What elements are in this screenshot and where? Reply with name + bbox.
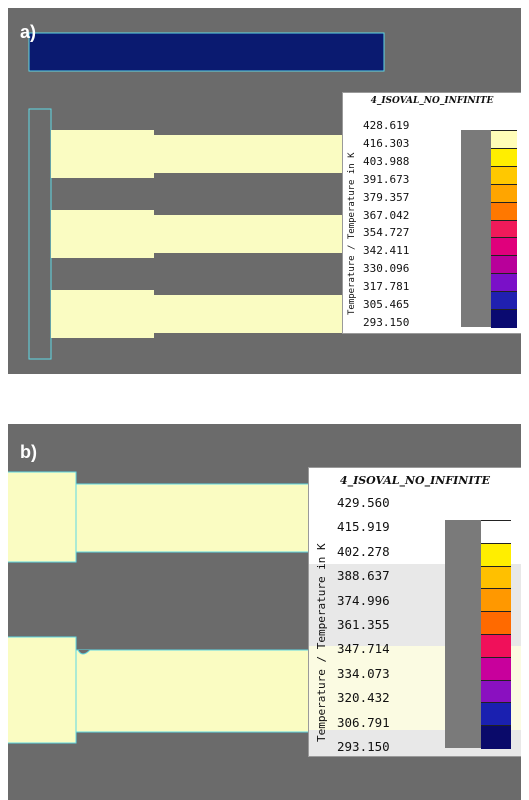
legend-value: 330.096 [363,262,410,276]
fin-1 [51,130,384,178]
legend-swatch [491,237,517,257]
legend-swatch [491,201,517,221]
panel-label: a) [20,22,37,42]
legend-swatch [491,309,517,328]
legend-value: 293.150 [363,315,410,329]
panel-b: b) 4_ISOVAL_NO_INFINITE Temperature / Te… [8,424,521,800]
legend-value: 379.357 [363,190,410,204]
panel-a: a) 4_ISOVAL_NO_INFINITE Temperature / Te… [8,8,521,374]
legend-title: 4_ISOVAL_NO_INFINITE [370,96,494,106]
legend-title: 4_ISOVAL_NO_INFINITE [339,474,491,487]
legend-swatch [491,291,517,311]
legend-swatch [481,679,511,704]
legend-value: 347.714 [337,641,390,657]
legend-swatch [481,656,511,681]
mount-plate [28,108,52,360]
legend-value: 320.432 [337,690,390,706]
legend-swatch [481,634,511,658]
legend-value: 367.042 [363,208,410,222]
legend-value: 374.996 [337,592,390,608]
legend-swatch [491,130,517,149]
legend-swatch [491,165,517,185]
legend-swatch [481,588,511,613]
legend-value: 391.673 [363,172,410,186]
legend-swatch [481,520,511,544]
fin-2 [51,210,384,258]
legend-value: 388.637 [337,568,390,584]
legend-bar-shadow [445,520,481,748]
legend-axis-label: Temperature / Temperature in K [347,152,357,315]
legend-value: 361.355 [337,617,390,632]
legend-swatch [491,255,517,275]
legend-value: 403.988 [363,154,410,168]
legend-value: 429.560 [337,495,390,510]
legend-value: 306.791 [337,714,390,730]
legend-axis-label: Temperature / Temperature in K [315,543,328,742]
legend-swatch [491,183,517,203]
legend-swatch [481,542,511,567]
panel-label: b) [20,442,37,462]
legend-color-bar [445,520,511,749]
legend-value: 428.619 [363,119,410,132]
legend-value: 342.411 [363,244,410,258]
legend-value: 402.278 [337,543,390,559]
legend-swatch [481,611,511,635]
legend-value: 293.150 [337,739,390,754]
legend-color-bar [461,130,517,328]
legend-value: 416.303 [363,136,410,150]
legend-swatch [491,273,517,293]
legend-swatch [481,725,511,749]
legend-swatch [491,147,517,167]
legend-swatch [481,565,511,590]
legend-value: 415.919 [337,519,390,535]
legend-value: 305.465 [363,298,410,311]
legend-swatch [481,702,511,727]
fin-3 [51,290,384,338]
legend-swatch [491,219,517,239]
legend-value: 354.727 [363,226,410,240]
legend: 4_ISOVAL_NO_INFINITE Temperature / Tempe… [342,92,521,334]
legend-bar-shadow [461,130,491,327]
cold-block [28,32,385,72]
legend-value: 317.781 [363,280,410,294]
legend-value: 334.073 [337,665,390,681]
legend: 4_ISOVAL_NO_INFINITE Temperature / Tempe… [308,467,521,757]
